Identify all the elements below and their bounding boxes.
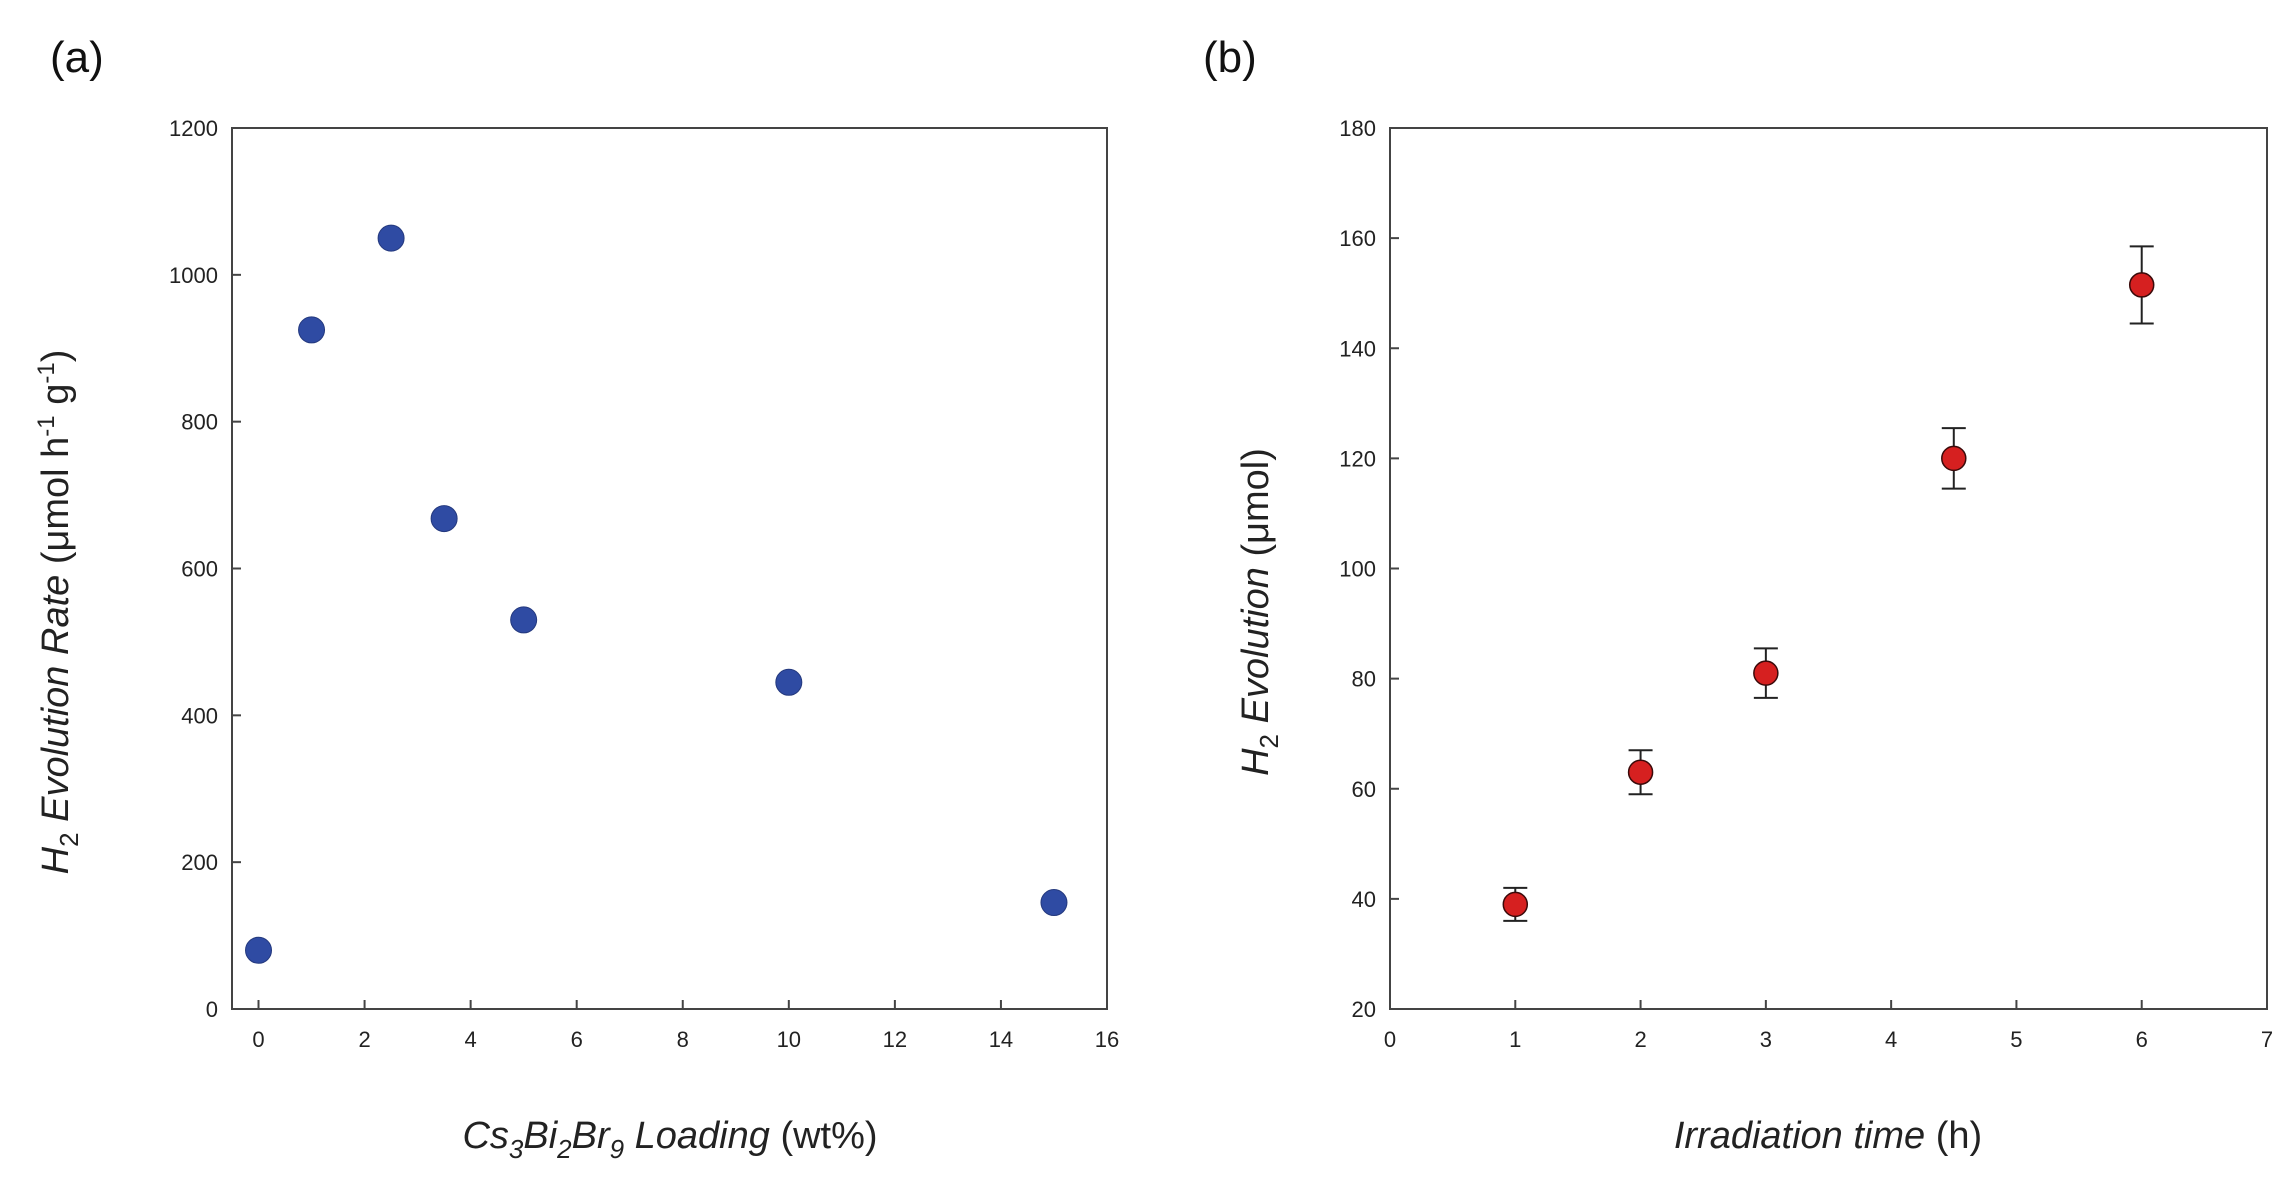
y-tick-label: 0 xyxy=(206,997,218,1022)
a-xlabel-br: Br xyxy=(572,1115,611,1157)
panel-b-x-ticks: 0 1 2 3 4 5 6 7 xyxy=(1384,1000,2273,1052)
y-tick-label: 60 xyxy=(1352,777,1376,802)
data-point xyxy=(510,606,538,634)
panel-a-y-axis-title: H2 Evolution Rate (μmol h-1 g-1) xyxy=(33,350,84,875)
a-xlabel-sub3: 9 xyxy=(610,1134,624,1164)
y-tick-label: 400 xyxy=(181,703,218,728)
x-tick-label: 2 xyxy=(1634,1027,1646,1052)
data-point xyxy=(1753,660,1779,686)
panel-b-y-ticks: 20 40 60 80 100 120 140 160 180 xyxy=(1339,116,1399,1022)
x-tick-label: 12 xyxy=(883,1027,907,1052)
y-tick-label: 120 xyxy=(1339,446,1376,471)
b-ylabel-rest: Evolution xyxy=(1235,567,1277,734)
x-tick-label: 0 xyxy=(252,1027,264,1052)
x-tick-label: 8 xyxy=(677,1027,689,1052)
x-tick-label: 14 xyxy=(989,1027,1013,1052)
b-ylabel-h: H xyxy=(1235,748,1277,776)
x-tick-label: 5 xyxy=(2010,1027,2022,1052)
a-ylabel-sup2: -1 xyxy=(33,362,60,383)
data-point xyxy=(775,668,803,696)
data-point xyxy=(430,505,458,533)
panel-b-y-axis-title: H2 Evolution (μmol) xyxy=(1235,448,1284,776)
a-xlabel-loading: Loading xyxy=(624,1115,770,1157)
data-point xyxy=(1627,759,1654,785)
y-tick-label: 1200 xyxy=(169,116,218,141)
y-tick-label: 600 xyxy=(181,557,218,582)
data-point xyxy=(298,316,326,344)
data-point xyxy=(245,936,273,964)
b-ylabel-sub: 2 xyxy=(1254,734,1284,748)
b-xlabel-time: Irradiation time xyxy=(1674,1115,1925,1157)
x-tick-label: 6 xyxy=(2136,1027,2148,1052)
panel-a-plot-frame xyxy=(231,127,1108,1010)
a-ylabel-unit-a: (μmol h xyxy=(35,437,77,575)
y-tick-label: 80 xyxy=(1352,667,1376,692)
a-xlabel-cs: Cs xyxy=(462,1115,508,1157)
a-xlabel-bi: Bi xyxy=(523,1115,558,1157)
x-tick-label: 10 xyxy=(777,1027,801,1052)
x-tick-label: 16 xyxy=(1095,1027,1119,1052)
panel-b: (b) 20 40 60 80 100 120 140 160 180 0 1 2 3 4 5 6 7 H2 … xyxy=(1203,33,2273,1157)
a-xlabel-unit: (wt%) xyxy=(770,1115,878,1157)
data-point xyxy=(1502,891,1529,918)
y-tick-label: 200 xyxy=(181,850,218,875)
x-tick-label: 7 xyxy=(2261,1027,2273,1052)
a-ylabel-unit-c: ) xyxy=(35,350,77,363)
y-tick-label: 20 xyxy=(1352,997,1376,1022)
panel-b-plot-frame xyxy=(1389,127,2268,1010)
panel-b-points xyxy=(1502,245,2155,922)
x-tick-label: 4 xyxy=(1885,1027,1897,1052)
panel-b-x-axis-title: Irradiation time (h) xyxy=(1674,1115,1982,1157)
a-xlabel-sub1: 3 xyxy=(509,1134,524,1164)
panel-a-label: (a) xyxy=(50,33,104,82)
b-ylabel-unit: (μmol) xyxy=(1235,448,1277,567)
y-tick-label: 100 xyxy=(1339,557,1376,582)
y-tick-label: 40 xyxy=(1352,887,1376,912)
panel-a-x-axis-title: Cs3Bi2Br9 Loading (wt%) xyxy=(462,1115,877,1164)
y-tick-label: 160 xyxy=(1339,226,1376,251)
y-tick-label: 1000 xyxy=(169,263,218,288)
x-tick-label: 6 xyxy=(571,1027,583,1052)
a-ylabel-rest: Evolution Rate xyxy=(35,575,77,833)
data-point xyxy=(2128,272,2155,298)
panel-a-x-ticks: 0 2 4 6 8 10 12 14 16 xyxy=(252,1000,1119,1052)
panel-a-y-ticks: 0 200 400 600 800 1000 1200 xyxy=(169,116,241,1022)
y-tick-label: 800 xyxy=(181,410,218,435)
panel-a-points xyxy=(245,224,1068,964)
data-point xyxy=(1040,889,1068,917)
y-tick-label: 180 xyxy=(1339,116,1376,141)
x-tick-label: 1 xyxy=(1509,1027,1521,1052)
panel-b-label: (b) xyxy=(1203,33,1257,82)
b-xlabel-unit: (h) xyxy=(1925,1115,1982,1157)
data-point xyxy=(1941,445,1967,472)
x-tick-label: 2 xyxy=(358,1027,370,1052)
a-xlabel-sub2: 2 xyxy=(556,1134,572,1164)
x-tick-label: 4 xyxy=(465,1027,477,1052)
x-tick-label: 0 xyxy=(1384,1027,1396,1052)
x-tick-label: 3 xyxy=(1760,1027,1772,1052)
y-tick-label: 140 xyxy=(1339,336,1376,361)
a-ylabel-unit-b: g xyxy=(35,384,77,416)
a-ylabel-sup1: -1 xyxy=(33,415,60,436)
a-ylabel-h: H xyxy=(35,846,77,874)
a-ylabel-sub: 2 xyxy=(54,832,84,846)
data-point xyxy=(377,224,405,252)
